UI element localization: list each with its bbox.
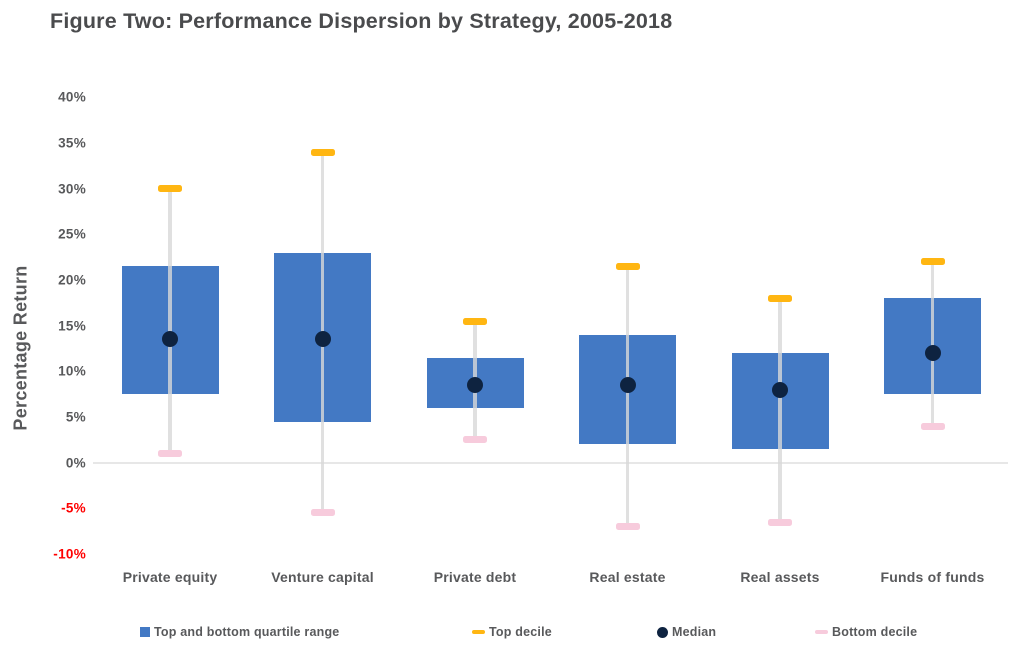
bottom-decile-tick xyxy=(158,450,182,458)
top-decile-tick xyxy=(768,294,792,302)
legend-label: Top decile xyxy=(489,625,552,639)
legend-label: Median xyxy=(672,625,717,639)
legend-item: Top and bottom quartile range xyxy=(140,625,339,639)
x-category-label: Real assets xyxy=(740,569,820,585)
median-dot xyxy=(162,331,178,348)
top-decile-tick xyxy=(615,262,640,270)
bottom-decile-tick xyxy=(463,436,487,444)
median-dot xyxy=(924,345,941,362)
x-axis-line xyxy=(93,461,1008,464)
y-tick-label: 20% xyxy=(58,272,86,288)
y-tick-label: -5% xyxy=(61,500,86,516)
legend-label: Bottom decile xyxy=(832,625,918,639)
top-decile-tick xyxy=(463,317,487,325)
median-dot xyxy=(467,377,483,394)
whisker-line xyxy=(625,266,630,527)
y-tick-label: 35% xyxy=(58,135,86,151)
y-tick-label: 40% xyxy=(58,89,86,105)
top-decile-tick xyxy=(920,258,945,266)
x-category-label: Funds of funds xyxy=(880,569,985,585)
x-category-label: Private debt xyxy=(433,569,517,585)
median-dot xyxy=(772,381,788,398)
figure-title: Figure Two: Performance Dispersion by St… xyxy=(50,9,673,33)
legend-item: Top decile xyxy=(472,625,552,639)
bottom-decile-dash-icon xyxy=(815,630,828,634)
whisker-line xyxy=(168,188,172,454)
y-tick-label: -10% xyxy=(53,546,86,562)
x-category-label: Real estate xyxy=(589,569,666,585)
whisker-line xyxy=(778,298,782,523)
top-decile-tick xyxy=(158,185,182,193)
y-tick-label: 15% xyxy=(58,318,86,334)
median-dot xyxy=(619,377,636,394)
quartile-range-swatch-icon xyxy=(140,627,150,637)
y-tick-label: 5% xyxy=(65,409,86,425)
y-tick-label: 0% xyxy=(65,455,86,471)
legend-label: Top and bottom quartile range xyxy=(154,625,340,639)
top-decile-tick xyxy=(310,148,335,156)
top-decile-dash-icon xyxy=(472,630,485,634)
x-category-label: Private equity xyxy=(122,569,218,585)
legend-item: Bottom decile xyxy=(815,625,917,639)
y-tick-label: 10% xyxy=(58,363,86,379)
legend-item: Median xyxy=(657,625,716,639)
y-tick-label: 25% xyxy=(58,226,86,242)
median-dot-icon xyxy=(657,626,668,638)
bottom-decile-tick xyxy=(310,509,335,517)
whisker-line xyxy=(930,261,935,427)
bottom-decile-tick xyxy=(768,518,792,526)
y-tick-label: 30% xyxy=(58,181,86,197)
median-dot xyxy=(314,331,331,348)
bottom-decile-tick xyxy=(920,422,945,430)
x-category-label: Venture capital xyxy=(271,569,374,585)
bottom-decile-tick xyxy=(615,523,640,531)
y-axis-title: Percentage Return xyxy=(10,265,31,431)
